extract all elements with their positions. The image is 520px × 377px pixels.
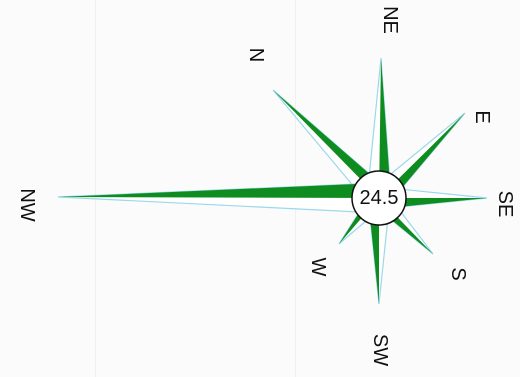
- label-sw: SW: [369, 333, 391, 367]
- rose-rays: [57, 57, 488, 305]
- center-value: 24.5: [359, 187, 399, 209]
- label-e: E: [471, 110, 493, 124]
- label-n: N: [245, 47, 267, 63]
- label-se: SE: [494, 190, 516, 218]
- ray-ne: [379, 58, 391, 199]
- ray-nw: [58, 183, 380, 198]
- paper-crease: [95, 0, 96, 377]
- label-s: S: [447, 267, 469, 281]
- label-ne: NE: [379, 6, 401, 34]
- center-circle: [351, 170, 407, 226]
- label-nw: NW: [16, 188, 38, 222]
- ray-n: [273, 90, 388, 198]
- label-w: W: [307, 257, 329, 277]
